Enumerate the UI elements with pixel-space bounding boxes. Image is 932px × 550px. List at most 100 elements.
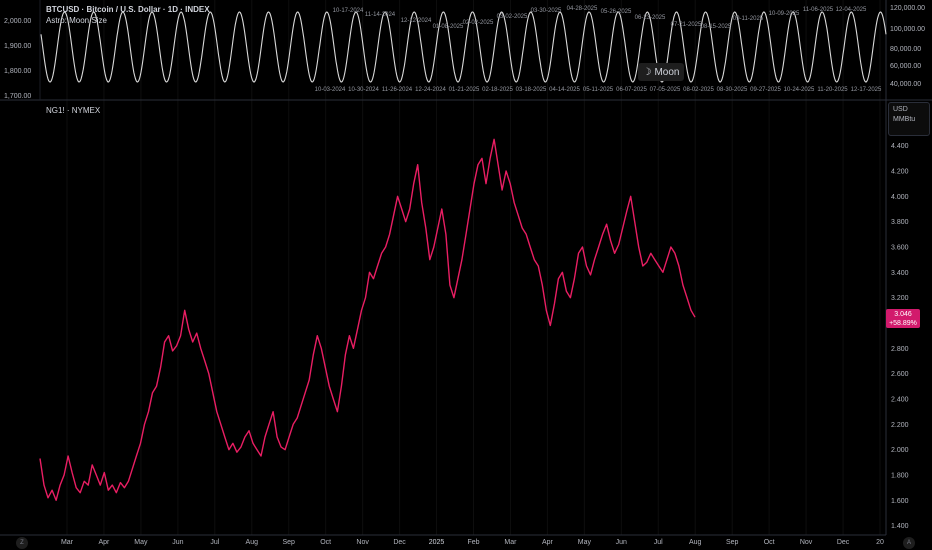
top-pane-title: BTCUSD · Bitcoin / U.S. Dollar · 1D · IN…	[46, 5, 210, 14]
top-right-axis: 120,000.00 100,000.00 80,000.00 60,000.00 40…	[890, 5, 925, 88]
main-symbol-label[interactable]: NG1! · NYMEX	[46, 106, 101, 115]
moon-trough-date: 11-20-2025	[817, 87, 848, 93]
price-tick: 1.400	[891, 523, 909, 530]
price-tick: 4.400	[891, 143, 909, 150]
moon-peak-date: 02-02-2025	[463, 20, 494, 26]
moon-peak-date: 11-14-2024	[365, 12, 396, 18]
moon-trough-date: 10-24-2025	[784, 87, 815, 93]
time-tick: Sep	[282, 539, 295, 546]
price-axis[interactable]: 4.4004.2004.0003.8003.6003.4003.2003.000…	[891, 143, 909, 530]
vertical-grid	[66, 0, 881, 535]
time-tick: Aug	[246, 539, 259, 546]
moon-peak-date: 10-17-2024	[333, 8, 364, 14]
last-price-badge: 3.046 +58.89%	[886, 309, 920, 328]
price-tick: 2.200	[891, 422, 909, 429]
moon-peak-date: 12-04-2025	[836, 7, 867, 13]
time-tick: Apr	[542, 539, 554, 546]
moon-peak-date: 01-08-2025	[433, 24, 464, 30]
moon-trough-date: 01-21-2025	[449, 87, 480, 93]
last-price-change: +58.89%	[889, 320, 917, 327]
time-tick: Dec	[393, 539, 406, 546]
moon-trough-date: 02-18-2025	[482, 87, 513, 93]
time-tick: Oct	[320, 539, 331, 546]
moon-button-label: Moon	[654, 66, 680, 78]
moon-trough-date: 08-30-2025	[717, 87, 748, 93]
time-tick: Feb	[467, 539, 479, 546]
time-tick: Jul	[210, 539, 219, 546]
moon-peak-date: 06-23-2025	[635, 15, 666, 21]
time-tick: Apr	[99, 539, 111, 546]
moon-peak-date: 12-12-2024	[401, 18, 432, 24]
moon-trough-date: 07-05-2025	[650, 87, 681, 93]
time-tick: Aug	[689, 539, 702, 546]
moon-trough-date: 11-26-2024	[382, 87, 413, 93]
left-axis-tick: 1,800.00	[4, 68, 31, 75]
price-tick: 1.800	[891, 473, 909, 480]
moon-peak-date: 05-26-2025	[601, 9, 632, 15]
time-tick: Jul	[654, 539, 663, 546]
price-tick: 3.200	[891, 295, 909, 302]
time-tick: Sep	[726, 539, 739, 546]
price-tick: 4.000	[891, 194, 909, 201]
time-tick: 20	[876, 539, 884, 546]
moon-trough-date: 12-24-2024	[415, 87, 446, 93]
price-tick: 3.400	[891, 270, 909, 277]
price-tick: 3.600	[891, 245, 909, 252]
right-axis-tick: 60,000.00	[890, 63, 921, 70]
time-axis[interactable]: Mar Apr May Jun Jul Aug Sep Oct Nov Dec 2025 Feb Mar…	[61, 539, 884, 546]
last-price-value: 3.046	[894, 311, 912, 318]
moon-peak-date: 08-15-2025	[701, 24, 732, 30]
time-tick: Jun	[616, 539, 627, 546]
crescent-moon-icon: ☽	[642, 66, 652, 78]
moon-trough-date: 05-11-2025	[583, 87, 614, 93]
zoom-reset-button[interactable]: Z	[16, 537, 28, 549]
time-tick: Jun	[172, 539, 183, 546]
price-tick: 1.600	[891, 498, 909, 505]
right-axis-tick: 40,000.00	[890, 81, 921, 88]
unit-label: MMBtu	[893, 116, 916, 123]
time-tick: Dec	[837, 539, 850, 546]
moon-trough-date: 06-07-2025	[616, 87, 647, 93]
time-tick: Mar	[504, 539, 517, 546]
unit-selector[interactable]: USD MMBtu	[888, 102, 930, 136]
moon-trough-date: 10-03-2024	[315, 87, 346, 93]
left-axis-tick: 1,900.00	[4, 43, 31, 50]
moon-peak-date: 03-02-2025	[497, 14, 528, 20]
moon-peak-date: 04-28-2025	[567, 6, 598, 12]
right-axis-tick: 120,000.00	[890, 5, 925, 12]
moon-button[interactable]: ☽ Moon	[638, 63, 684, 81]
ng-price-line	[39, 138, 696, 501]
time-tick: Nov	[356, 539, 369, 546]
price-tick: 2.800	[891, 346, 909, 353]
moon-trough-date: 04-14-2025	[549, 87, 580, 93]
time-tick: May	[578, 539, 592, 546]
auto-scale-button[interactable]: A	[903, 537, 915, 549]
time-tick: 2025	[429, 539, 445, 546]
moon-trough-date: 10-30-2024	[348, 87, 379, 93]
moon-peak-date: 03-30-2025	[531, 8, 562, 14]
moon-trough-date: 12-17-2025	[851, 87, 882, 93]
time-tick: Mar	[61, 539, 74, 546]
moon-peak-date: 10-09-2025	[769, 11, 800, 17]
symbol-title: BTCUSD · Bitcoin / U.S. Dollar · 1D · IN…	[46, 5, 210, 14]
moon-trough-date: 09-27-2025	[750, 87, 781, 93]
time-tick: Oct	[764, 539, 775, 546]
price-tick: 2.600	[891, 371, 909, 378]
moon-bottom-dates: 10-03-2024 10-30-2024 11-26-2024 12-24-2024…	[315, 87, 882, 93]
indicator-label[interactable]: Astro: Moon Size	[46, 16, 107, 25]
price-tick: 2.400	[891, 397, 909, 404]
left-axis-tick: 2,000.00	[4, 18, 31, 25]
moon-size-line	[40, 11, 887, 83]
time-tick: May	[134, 539, 148, 546]
right-axis-tick: 100,000.00	[890, 26, 925, 33]
time-tick: Nov	[800, 539, 813, 546]
moon-peak-date: 09-11-2025	[733, 16, 764, 22]
moon-trough-date: 03-18-2025	[516, 87, 547, 93]
moon-trough-date: 08-02-2025	[683, 87, 714, 93]
currency-label: USD	[893, 106, 908, 113]
top-left-axis: 2,000.00 1,900.00 1,800.00 1,700.00	[4, 18, 31, 100]
right-axis-tick: 80,000.00	[890, 46, 921, 53]
moon-peak-date: 07-21-2025	[671, 22, 702, 28]
price-tick: 3.800	[891, 219, 909, 226]
